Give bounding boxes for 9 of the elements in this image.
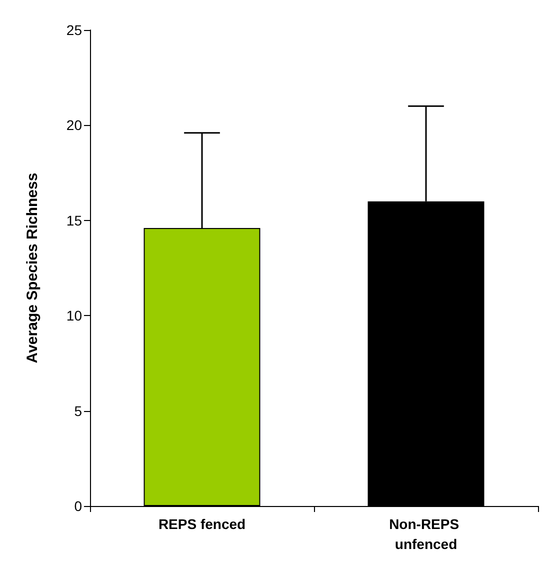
y-tick-label: 20 [66,117,82,134]
y-tick-label: 0 [74,498,82,514]
x-tick-label: REPS fenced [158,516,246,532]
y-tick-label: 10 [66,308,82,324]
y-tick-label: 25 [66,22,82,38]
y-tick-label: 15 [66,212,82,228]
x-tick-label: Non-REPS unfenced [389,516,463,552]
y-axis-title: Average Species Richness [24,172,41,364]
y-tick-label: 5 [74,402,82,419]
